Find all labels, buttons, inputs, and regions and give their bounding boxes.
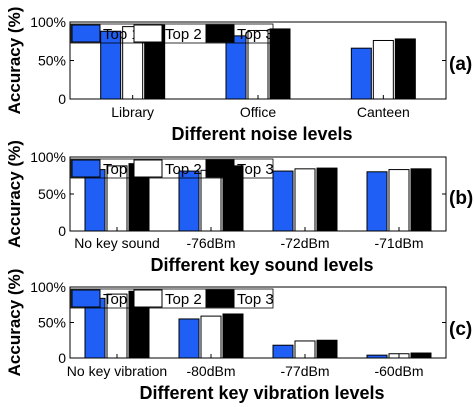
legend-label-1: Top 1 <box>103 161 140 178</box>
bar-top-3-3 <box>410 168 432 232</box>
bar-top-1-2 <box>272 170 294 232</box>
bar-top-1-2 <box>350 47 372 100</box>
legend-label-1: Top 1 <box>103 291 140 308</box>
bar-top-2-1 <box>200 169 222 232</box>
legend-swatch-2 <box>133 159 163 178</box>
bar-top-1-3 <box>366 171 388 232</box>
x-tick-label: -71dBm <box>374 235 423 251</box>
panel-label: (b) <box>449 188 473 209</box>
y-tick-label: 100% <box>30 14 66 30</box>
y-tick-label: 100% <box>30 279 66 295</box>
bar-top-3-2 <box>316 339 338 359</box>
chart-panel-3: 0 50% 100% Accuracy (%) No key vibration -80d… <box>5 269 472 403</box>
bar-top-2-2 <box>372 39 394 100</box>
legend-swatch-1 <box>71 24 101 43</box>
legend-label-3: Top 3 <box>237 291 274 308</box>
chart-panel-1: 0 50% 100% Accuracy (%) Library Office Canteen… <box>5 7 472 144</box>
legend-label-3: Top 3 <box>237 161 274 178</box>
bar-top-3-2 <box>316 167 338 232</box>
bar-top-1-1 <box>178 318 200 359</box>
bar-top-1-0 <box>100 30 122 100</box>
x-tick-label: -76dBm <box>186 235 235 251</box>
x-tick-label: Office <box>240 104 277 120</box>
y-tick-label: 50% <box>38 53 66 69</box>
y-tick-label: 50% <box>38 315 66 331</box>
bar-top-2-1 <box>200 315 222 359</box>
bar-top-1-1 <box>225 35 247 100</box>
x-tick-label: -77dBm <box>280 363 329 379</box>
x-axis-label: Different key sound levels <box>150 255 373 275</box>
x-tick-label: Canteen <box>357 104 410 120</box>
legend-swatch-2 <box>133 289 163 308</box>
bar-top-1-1 <box>178 170 200 232</box>
legend-swatch-1 <box>71 289 101 308</box>
legend-label-2: Top 2 <box>165 291 202 308</box>
y-tick-label: 0 <box>58 223 66 239</box>
x-tick-label: Library <box>111 104 154 120</box>
legend-label-2: Top 2 <box>165 26 202 43</box>
legend-swatch-3 <box>205 159 235 178</box>
x-tick-label: -72dBm <box>280 235 329 251</box>
bar-top-1-3 <box>366 354 388 359</box>
legend-swatch-3 <box>205 289 235 308</box>
legend-swatch-2 <box>133 24 163 43</box>
legend-box <box>70 288 274 309</box>
legend-label-2: Top 2 <box>165 161 202 178</box>
x-axis-label: Different noise levels <box>171 124 352 144</box>
y-axis-label: Accuracy (%) <box>5 7 24 115</box>
bar-top-2-3 <box>388 169 410 232</box>
legend-label-1: Top 1 <box>103 26 140 43</box>
y-tick-label: 0 <box>58 350 66 366</box>
legend-box <box>70 23 274 44</box>
legend-swatch-1 <box>71 159 101 178</box>
chart-panel-2: 0 50% 100% Accuracy (%) No key sound -76dBm -7… <box>5 140 473 275</box>
bar-top-3-3 <box>410 352 432 359</box>
legend-box <box>70 158 274 179</box>
bar-top-2-2 <box>294 168 316 232</box>
panel-label: (c) <box>449 319 472 340</box>
x-tick-label: -80dBm <box>186 363 235 379</box>
bar-top-3-2 <box>394 38 416 100</box>
x-tick-label: No key sound <box>74 235 160 251</box>
bar-top-3-1 <box>222 313 244 359</box>
x-axis-label: Different key vibration levels <box>139 383 384 403</box>
y-tick-label: 0 <box>58 91 66 107</box>
bar-top-1-2 <box>272 344 294 359</box>
bar-top-3-1 <box>269 28 291 100</box>
y-axis-label: Accuracy (%) <box>5 269 24 377</box>
bar-top-1-0 <box>84 169 106 232</box>
x-tick-label: No key vibration <box>67 363 167 379</box>
y-tick-label: 100% <box>30 149 66 165</box>
legend-label-3: Top 3 <box>237 26 274 43</box>
y-tick-label: 50% <box>38 186 66 202</box>
x-tick-label: -60dBm <box>374 363 423 379</box>
legend-swatch-3 <box>205 24 235 43</box>
panel-label: (a) <box>449 54 472 75</box>
y-axis-label: Accuracy (%) <box>5 140 24 248</box>
